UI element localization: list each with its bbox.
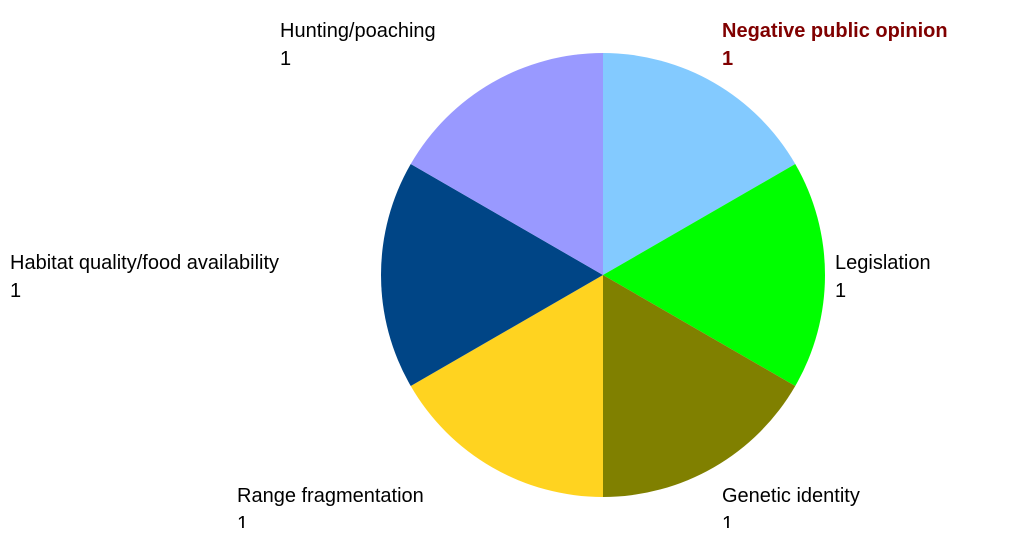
slice-label: Range fragmentation [237, 485, 424, 507]
pie-slice [381, 164, 603, 386]
pie-slice [410, 275, 603, 497]
slice-value: 1 [237, 513, 248, 528]
slice-value: 1 [10, 280, 21, 302]
slice-value: 1 [722, 513, 733, 528]
slice-label: Habitat quality/food availability [10, 252, 279, 274]
slice-label: Negative public opinion [722, 20, 948, 42]
pie-slice [603, 164, 825, 386]
pie-slice [410, 53, 603, 275]
slice-value: 1 [835, 280, 846, 302]
slice-value: 1 [280, 48, 291, 70]
pie-slice [603, 53, 796, 275]
slice-label: Hunting/poaching [280, 20, 436, 42]
pie-slice [603, 275, 796, 497]
slice-label: Legislation [835, 252, 931, 274]
slice-value: 1 [722, 48, 733, 70]
slice-label: Genetic identity [722, 485, 860, 507]
